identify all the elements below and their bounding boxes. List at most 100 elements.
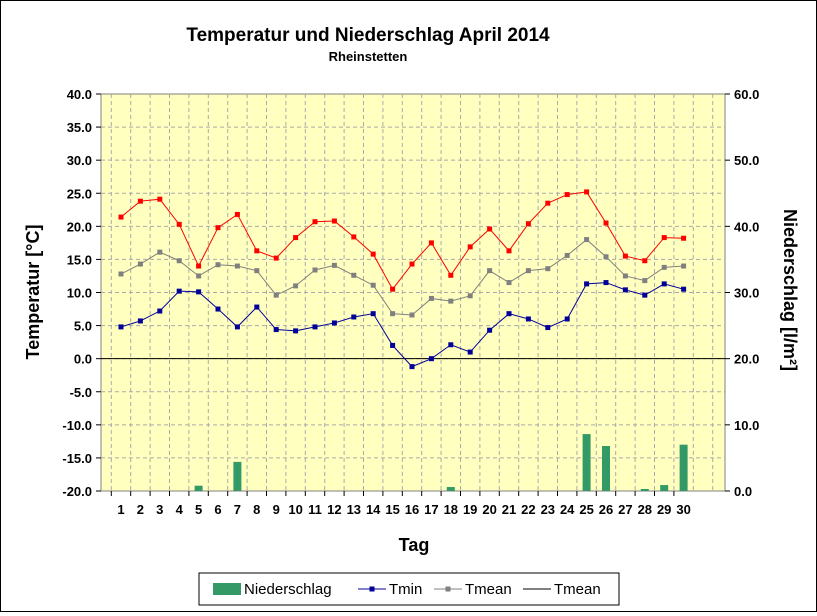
bar-precipitation	[194, 485, 203, 491]
x-tick-label: 9	[273, 502, 280, 517]
point-tmean	[525, 268, 531, 274]
point-tmax	[467, 244, 473, 250]
x-tick-label: 12	[327, 502, 341, 517]
x-tick-label: 7	[234, 502, 241, 517]
point-tmean	[273, 292, 279, 298]
point-tmax	[409, 261, 415, 267]
point-tmax	[584, 189, 590, 195]
x-tick-label: 16	[405, 502, 419, 517]
point-tmin	[118, 324, 124, 330]
point-tmean	[312, 267, 318, 273]
point-tmin	[428, 356, 434, 362]
y2-tick-label: 50.0	[734, 153, 759, 168]
x-tick-label: 8	[253, 502, 260, 517]
point-tmin	[603, 280, 609, 286]
y2-tick-label: 20.0	[734, 352, 759, 367]
point-tmin	[525, 316, 531, 322]
point-tmax	[681, 235, 687, 241]
line-tmean	[120, 238, 684, 316]
point-tmin	[622, 287, 628, 293]
x-tick-label: 30	[676, 502, 690, 517]
point-tmean	[487, 268, 493, 274]
legend-swatch-marker	[445, 586, 451, 592]
y-tick-label: 20.0	[67, 219, 92, 234]
point-tmean	[448, 298, 454, 304]
point-tmax	[603, 220, 609, 226]
x-tick-label: 17	[424, 502, 438, 517]
y2-axis-ticks: 60.0 50.0 40.0 30.0 20.0 10.0 0.0	[725, 87, 759, 499]
y2-tick-label: 10.0	[734, 418, 759, 433]
point-tmean	[642, 278, 648, 284]
x-tick-label: 24	[560, 502, 575, 517]
point-tmin	[467, 349, 473, 355]
y-tick-label: 15.0	[67, 252, 92, 267]
y-axis-ticks: 40.0 35.0 30.0 25.0 20.0 15.0 10.0 5.0 0.0 -5.0 -1…	[62, 87, 101, 499]
point-tmean	[196, 273, 202, 279]
x-tick-label: 22	[521, 502, 535, 517]
point-tmean	[409, 312, 415, 318]
line-tmin	[120, 282, 684, 368]
x-tick-label: 5	[195, 502, 202, 517]
point-tmin	[506, 311, 512, 317]
bar-precipitation	[446, 487, 455, 491]
point-tmean	[545, 266, 551, 272]
legend-label: Tmean	[465, 581, 512, 598]
point-tmean	[428, 295, 434, 301]
y2-tick-label: 60.0	[734, 87, 759, 102]
point-tmin	[293, 328, 299, 334]
bar-precipitation	[233, 461, 242, 491]
y-tick-label: 5.0	[74, 319, 92, 334]
point-tmin	[176, 288, 182, 294]
y-tick-label: 0.0	[74, 352, 92, 367]
point-tmean	[506, 280, 512, 286]
point-tmin	[254, 304, 260, 310]
point-tmin	[681, 286, 687, 292]
y-tick-label: -10.0	[62, 418, 92, 433]
x-tick-label: 15	[385, 502, 399, 517]
legend-swatch-bar	[213, 583, 241, 595]
point-tmean	[118, 271, 124, 277]
point-tmean	[351, 272, 357, 278]
point-tmax	[370, 251, 376, 257]
x-tick-label: 26	[599, 502, 613, 517]
point-tmin	[487, 327, 493, 333]
y-tick-label: 30.0	[67, 153, 92, 168]
x-tick-label: 3	[156, 502, 163, 517]
x-tick-label: 25	[579, 502, 593, 517]
chart-subtitle: Rheinstetten	[329, 49, 408, 64]
x-tick-label: 10	[288, 502, 302, 517]
y-tick-label: 35.0	[67, 120, 92, 135]
point-tmax	[157, 196, 163, 202]
x-tick-label: 20	[482, 502, 496, 517]
bar-precipitation	[602, 446, 610, 491]
legend-label: Niederschlag	[244, 581, 332, 598]
x-tick-label: 18	[444, 502, 458, 517]
x-tick-label: 28	[638, 502, 652, 517]
point-tmin	[273, 327, 279, 333]
point-tmean	[467, 293, 473, 299]
bar-precipitation	[582, 434, 591, 491]
point-tmin	[584, 281, 590, 287]
point-tmean	[584, 237, 590, 243]
y2-tick-label: 0.0	[734, 484, 752, 499]
point-tmin	[642, 292, 648, 298]
point-tmin	[331, 320, 337, 326]
temperature-lines	[118, 189, 687, 370]
point-tmean	[681, 263, 687, 269]
y-tick-label: -15.0	[62, 451, 92, 466]
point-tmean	[331, 262, 337, 268]
point-tmax	[487, 226, 493, 232]
precipitation-bars	[194, 434, 688, 491]
point-tmax	[118, 214, 124, 220]
point-tmin	[409, 364, 415, 370]
x-tick-label: 29	[657, 502, 671, 517]
point-tmin	[564, 316, 570, 322]
y-tick-label: 40.0	[67, 87, 92, 102]
x-tick-label: 27	[618, 502, 632, 517]
x-tick-label: 11	[308, 502, 322, 517]
point-tmean	[603, 254, 609, 260]
x-tick-label: 19	[463, 502, 477, 517]
y2-tick-label: 30.0	[734, 286, 759, 301]
point-tmax	[215, 225, 221, 231]
point-tmean	[622, 273, 628, 279]
